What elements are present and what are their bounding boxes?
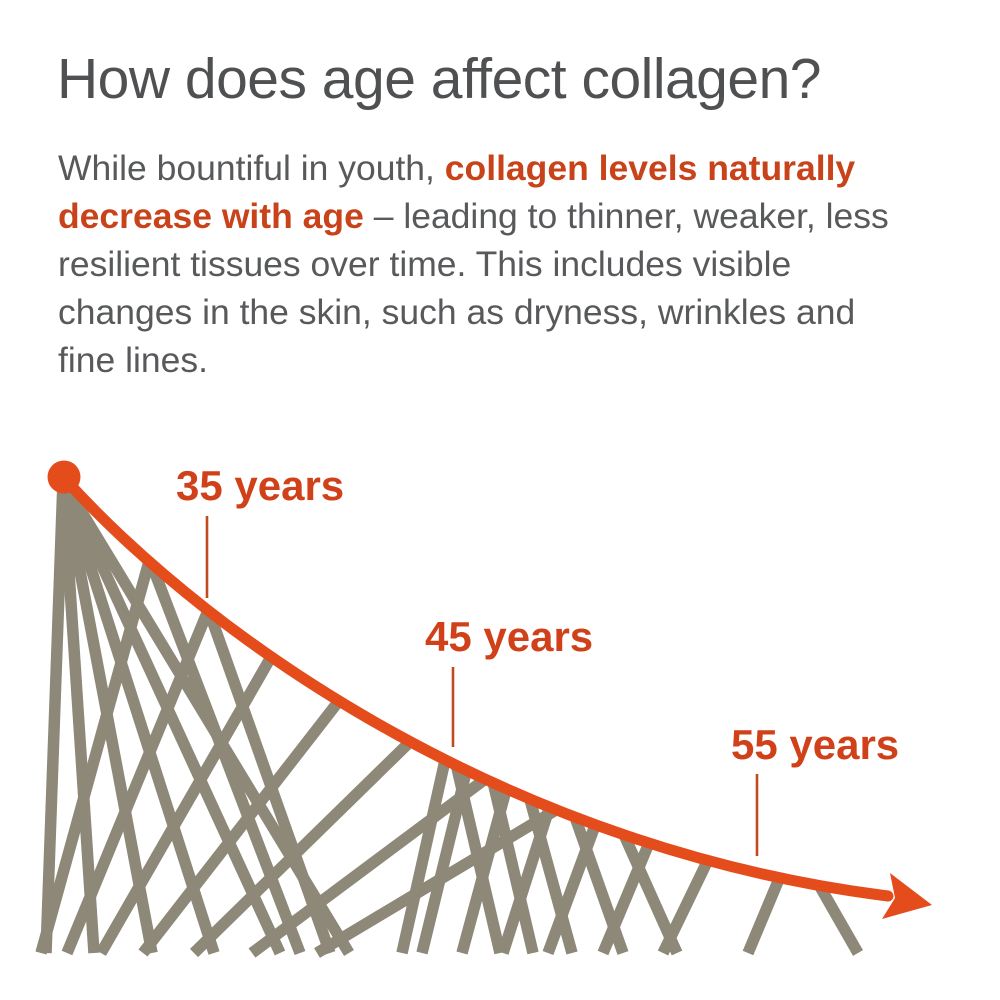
- intro-paragraph: While bountiful in youth, collagen level…: [58, 144, 896, 384]
- milestone-label-55: 55 years: [731, 721, 899, 768]
- milestone-label-45: 45 years: [425, 613, 593, 660]
- arrowhead-icon: [882, 873, 932, 919]
- intro-text-lead: While bountiful in youth,: [58, 148, 445, 188]
- page-title: How does age affect collagen?: [57, 47, 822, 111]
- collagen-mesh-medium: [396, 736, 714, 956]
- curve-start-dot-icon: [47, 460, 81, 494]
- intro-text-highlight: collagen levels naturally decrease with …: [58, 148, 856, 236]
- collagen-mesh-sparse: [742, 845, 863, 956]
- milestone-label-35: 35 years: [176, 462, 344, 509]
- collagen-mesh-dense: [35, 478, 599, 958]
- intro-text-rest: – leading to thinner, weaker, less resil…: [58, 196, 889, 380]
- collagen-decline-curve: [58, 472, 894, 902]
